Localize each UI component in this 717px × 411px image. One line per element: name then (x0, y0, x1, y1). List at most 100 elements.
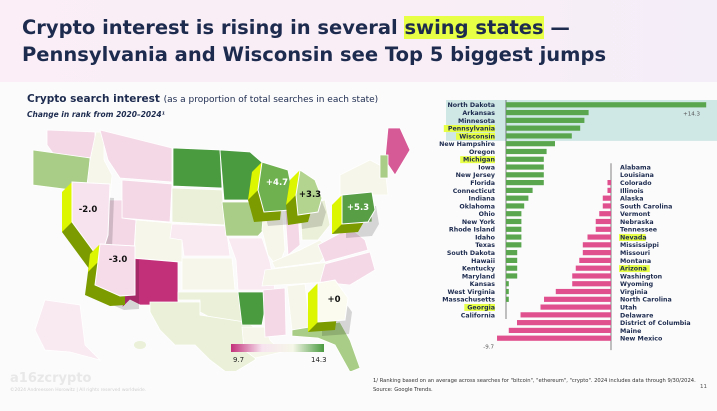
state-arkansas (237, 291, 269, 326)
bar-label: Iowa (478, 164, 495, 171)
bar-label: North Dakota (448, 102, 495, 109)
bar-label: Vermont (620, 211, 650, 218)
state-georgia-raised (317, 279, 349, 323)
bar-massachusetts (506, 296, 509, 302)
bar-idaho (506, 234, 522, 240)
bar-vermont (599, 211, 611, 217)
bar-label: Rhode Island (449, 227, 495, 234)
bar-label: Indiana (469, 196, 495, 203)
bar-wisconsin (506, 133, 572, 139)
bar-label: New Hampshire (439, 141, 495, 148)
bar-texas (506, 242, 522, 248)
state-michigan-raised (295, 169, 323, 216)
bar-south-carolina (602, 203, 611, 209)
bar-oregon (506, 148, 547, 155)
bar-nevada (587, 234, 611, 240)
bar-mississippi (582, 242, 611, 248)
title-highlight: swing states (404, 16, 544, 39)
bar-missouri (582, 250, 611, 256)
bar-label: Ohio (479, 211, 496, 218)
state-kansas (181, 257, 236, 291)
bar-label: Alaska (620, 196, 643, 203)
bar-colorado (607, 180, 611, 186)
extrusion-side-arizona (88, 244, 100, 272)
extrusion-side-nevada (62, 182, 72, 232)
state-new-mexico (121, 257, 179, 310)
bar-oklahoma (506, 203, 525, 209)
map-label-nevada: -2.0 (79, 205, 98, 215)
extrusion-side-michigan (286, 170, 300, 205)
bar-label: California (461, 312, 495, 319)
bar-label: Oklahoma (459, 203, 495, 210)
title-text-end: — Pennsylvania and Wisconsin see Top 5 b… (22, 16, 607, 66)
bar-new-york (506, 218, 522, 225)
highlight-wisconsin (456, 132, 495, 140)
map-title-main: Crypto search interest (27, 93, 160, 105)
bar-label: New York (462, 219, 496, 226)
bar-ohio (506, 211, 522, 217)
bar-label: Missouri (620, 250, 650, 257)
bar-maryland (506, 273, 518, 279)
copyright: ©2024 Andreessen Horowitz | All rights r… (10, 388, 147, 393)
bar-label: Texas (475, 242, 495, 249)
bar-utah (540, 304, 611, 310)
bar-pennsylvania (506, 125, 581, 131)
bar-delaware (520, 312, 611, 318)
state-north-dakota (172, 147, 223, 189)
map-subtitle: Change in rank from 2020–2024¹ (27, 110, 165, 119)
bar-label: District of Columbia (620, 320, 691, 327)
bar-florida (506, 180, 544, 186)
state-florida (291, 321, 361, 371)
bar-label: Colorado (620, 180, 652, 187)
map-label-pennsylvania: +5.3 (347, 203, 369, 213)
highlight-arizona (619, 265, 650, 273)
map-label-michigan: +3.3 (299, 190, 321, 200)
state-north-carolina (319, 251, 376, 286)
bar-district-of-columbia (517, 320, 611, 326)
bar-washington (572, 273, 611, 279)
page-title: Crypto interest is rising in several swi… (22, 14, 702, 68)
bar-tennessee (595, 226, 611, 232)
legend-min-label: 9.7 (233, 356, 244, 364)
state-mississippi (262, 287, 287, 338)
highlight-michigan (460, 156, 495, 164)
state-arizona-raised (94, 243, 136, 297)
highlight-nevada (619, 233, 646, 241)
bar-label: Oregon (469, 149, 495, 156)
map-title: Crypto search interest (as a proportion … (27, 93, 378, 105)
bar-label: Montana (620, 258, 651, 265)
bar-label: Louisiana (620, 172, 654, 179)
bar-new-hampshire (506, 141, 555, 147)
bar-label: Virginia (620, 289, 648, 296)
title-text: Crypto interest is rising in several (22, 16, 405, 39)
bar-michigan (506, 156, 544, 162)
data-label-min: -9.7 (483, 344, 494, 350)
bar-label: Washington (620, 273, 662, 280)
bar-nebraska (595, 218, 611, 225)
bar-label: Minnesota (458, 118, 495, 125)
footnote-text: 1/ Ranking based on an average across se… (373, 378, 696, 384)
data-label-max: +14.3 (683, 111, 700, 117)
bar-label: Idaho (475, 234, 496, 241)
bar-label: Kansas (470, 281, 496, 288)
bar-label: New Jersey (456, 172, 495, 179)
bar-indiana (506, 195, 529, 201)
bar-label: Nevada (620, 234, 647, 241)
bar-label: Wyoming (620, 281, 653, 288)
title-banner (0, 0, 717, 82)
bar-label: Kentucky (462, 266, 495, 273)
bar-north-dakota (506, 102, 707, 108)
bar-connecticut (506, 187, 533, 193)
bar-minnesota (506, 117, 585, 123)
bar-label: Delaware (620, 312, 653, 319)
bar-label: Mississippi (620, 242, 659, 249)
bar-montana (579, 257, 611, 263)
state-alaska (34, 299, 102, 361)
bar-iowa (506, 164, 544, 170)
bar-label: Wisconsin (459, 133, 495, 140)
bar-label: Florida (470, 180, 495, 187)
bar-rhode-island (506, 226, 522, 232)
bar-label: Arkansas (462, 110, 495, 117)
bar-south-dakota (506, 250, 518, 256)
map-label-georgia: +0 (327, 295, 340, 305)
